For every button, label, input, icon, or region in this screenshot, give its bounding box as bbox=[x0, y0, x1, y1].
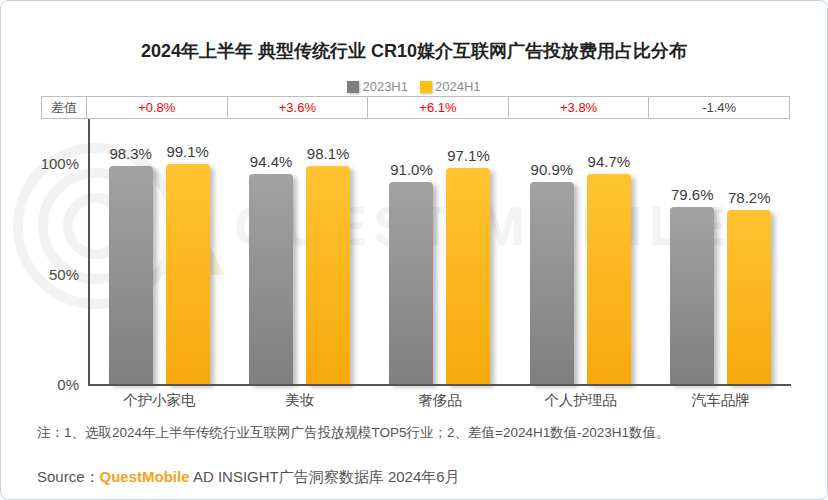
category-label: 美妆 bbox=[229, 391, 369, 410]
source-suffix: AD INSIGHT广告洞察数据库 2024年6月 bbox=[190, 468, 460, 485]
bar-2024H1-美妆 bbox=[306, 166, 350, 384]
diff-value-cell: +0.8% bbox=[87, 96, 228, 119]
legend-swatch bbox=[420, 81, 432, 93]
bar-2024H1-个护小家电 bbox=[166, 164, 210, 384]
category-label: 个护小家电 bbox=[89, 391, 229, 410]
legend-label: 2023H1 bbox=[362, 79, 408, 94]
bar-2023H1-个人护理品 bbox=[530, 182, 574, 384]
diff-value-cell: +3.6% bbox=[228, 96, 369, 119]
footnote: 注：1、选取2024年上半年传统行业互联网广告投放规模TOP5行业；2、差值=2… bbox=[37, 424, 670, 442]
bar-2023H1-奢侈品 bbox=[389, 182, 433, 384]
bar-value-label: 78.2% bbox=[714, 189, 784, 206]
bar-group: 94.4%98.1% bbox=[229, 118, 369, 384]
source-prefix: Source： bbox=[37, 468, 100, 485]
diff-value-cell: +6.1% bbox=[368, 96, 509, 119]
diff-row-label: 差值 bbox=[41, 96, 87, 119]
bar-2023H1-个护小家电 bbox=[109, 166, 153, 384]
bar-value-label: 98.1% bbox=[293, 145, 363, 162]
bar-value-label: 99.1% bbox=[153, 143, 223, 160]
diff-row: 差值 +0.8%+3.6%+6.1%+3.8%-1.4% bbox=[41, 96, 790, 119]
bar-group: 91.0%97.1% bbox=[370, 118, 510, 384]
ytick-50: 50% bbox=[21, 266, 79, 283]
plot-area: 98.3%99.1%94.4%98.1%91.0%97.1%90.9%94.7%… bbox=[89, 118, 791, 384]
page-title: 2024年上半年 典型传统行业 CR10媒介互联网广告投放费用占比分布 bbox=[1, 39, 827, 63]
x-axis-line bbox=[88, 384, 791, 386]
bar-2024H1-汽车品牌 bbox=[727, 210, 771, 384]
bar-value-label: 94.7% bbox=[574, 153, 644, 170]
category-label: 奢侈品 bbox=[370, 391, 510, 410]
category-label: 汽车品牌 bbox=[651, 391, 791, 410]
bar-2024H1-个人护理品 bbox=[587, 174, 631, 384]
legend-swatch bbox=[347, 81, 359, 93]
diff-value-cell: -1.4% bbox=[649, 96, 790, 119]
source-brand: QuestMobile bbox=[100, 468, 190, 485]
legend-label: 2024H1 bbox=[435, 79, 481, 94]
legend-item: 2023H1 bbox=[347, 79, 408, 94]
bar-group: 79.6%78.2% bbox=[651, 118, 791, 384]
legend-item: 2024H1 bbox=[420, 79, 481, 94]
bar-2023H1-美妆 bbox=[249, 174, 293, 384]
bar-group: 90.9%94.7% bbox=[510, 118, 650, 384]
bar-group: 98.3%99.1% bbox=[89, 118, 229, 384]
y-axis-line bbox=[88, 119, 90, 385]
bar-2023H1-汽车品牌 bbox=[670, 207, 714, 384]
ytick-100: 100% bbox=[21, 155, 79, 172]
diff-value-cell: +3.8% bbox=[509, 96, 650, 119]
bar-2024H1-奢侈品 bbox=[446, 168, 490, 384]
chart-legend: 2023H1 2024H1 bbox=[1, 79, 827, 94]
category-label: 个人护理品 bbox=[510, 391, 650, 410]
bar-value-label: 97.1% bbox=[433, 147, 503, 164]
ytick-0: 0% bbox=[21, 376, 79, 393]
report-page: QUEST MOBILE 2024年上半年 典型传统行业 CR10媒介互联网广告… bbox=[0, 0, 828, 500]
source-line: Source：QuestMobile AD INSIGHT广告洞察数据库 202… bbox=[37, 468, 460, 487]
